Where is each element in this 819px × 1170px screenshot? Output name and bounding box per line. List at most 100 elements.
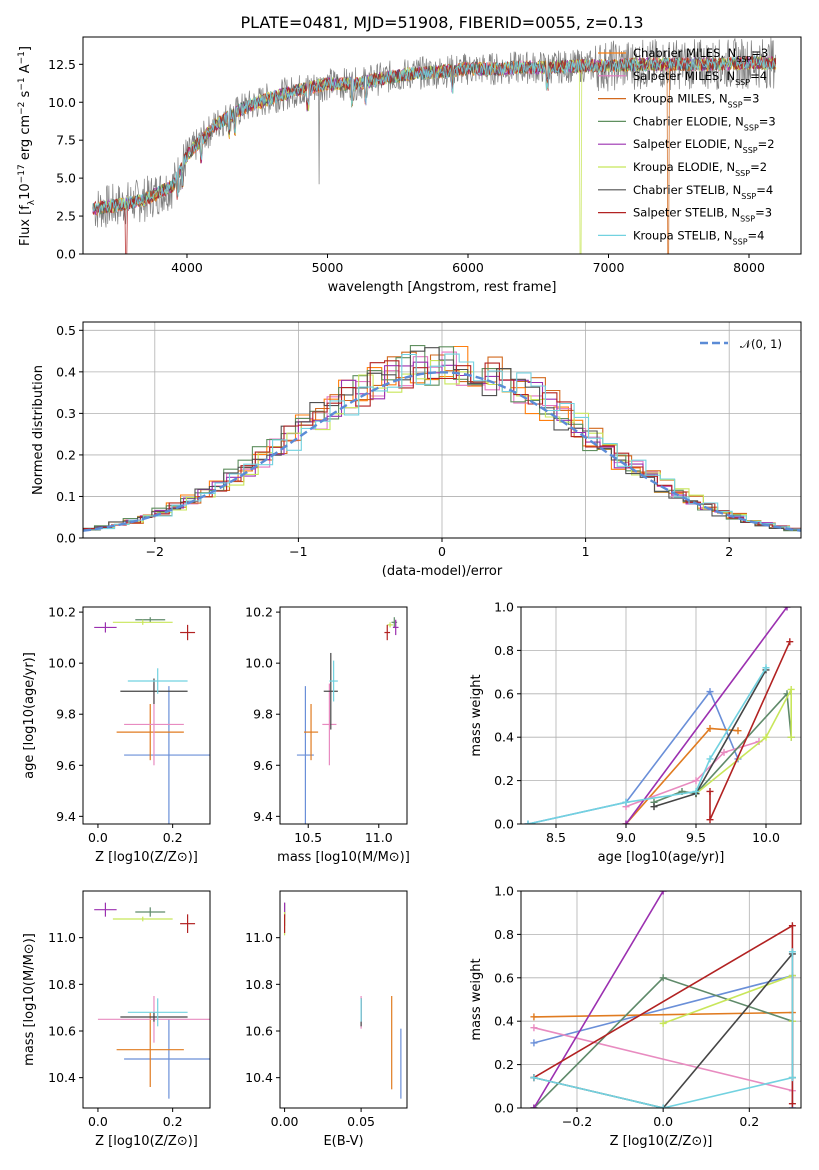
chart-age-vs-Z: 0.0 0.2 9.4 9.6 9.8 10.0 10.2 Z [log10(Z/Z⊙)] ag… bbox=[22, 605, 211, 865]
legend-text: =4 bbox=[756, 183, 773, 197]
mass-weight-marker bbox=[706, 787, 714, 795]
y-tick-label: 0.2 bbox=[494, 1057, 514, 1072]
axes-frame bbox=[520, 606, 802, 825]
x-tick-label: 1 bbox=[582, 544, 590, 559]
x-tick-label: 8000 bbox=[733, 260, 765, 275]
mass-weight-marker bbox=[788, 1074, 796, 1082]
y-tick-label: 0.8 bbox=[494, 643, 514, 658]
label-part: s bbox=[18, 90, 33, 101]
mass-weight-line bbox=[662, 974, 794, 1025]
x-axis-label: Z [log10(Z/Z⊙)] bbox=[610, 1134, 713, 1149]
legend-text: =2 bbox=[758, 137, 775, 151]
chart-age-vs-mass: 10.5 11.0 9.4 9.6 9.8 10.0 10.2 mass [log10(M/M… bbox=[245, 605, 410, 865]
y-axis-label: Normed distribution bbox=[31, 365, 46, 495]
mass-weight-marker bbox=[530, 1013, 538, 1021]
mass-weight-marker bbox=[530, 1104, 538, 1108]
label-part: −2 bbox=[17, 102, 27, 115]
legend-entry: Chabrier STELIB, NSSP=4 bbox=[633, 183, 773, 201]
y-tick-label: 0.2 bbox=[494, 773, 514, 788]
x-axis-label: age [log10(age/yr)] bbox=[598, 850, 725, 865]
y-tick-label: 0.0 bbox=[494, 817, 514, 832]
mass-weight-marker bbox=[659, 974, 667, 982]
mass-weight-marker bbox=[706, 725, 714, 733]
mass-weight-marker bbox=[530, 1024, 538, 1032]
label-part: erg cm bbox=[18, 115, 33, 164]
mass-weight-line bbox=[533, 1011, 793, 1018]
mass-weight-line bbox=[625, 727, 739, 824]
y-tick-label: 10.6 bbox=[245, 1024, 273, 1039]
legend-sub: SSP bbox=[728, 100, 743, 109]
legend-entry: Salpeter MILES, NSSP=4 bbox=[633, 69, 767, 87]
mass-weight-marker bbox=[622, 798, 630, 806]
mass-weight-marker bbox=[659, 891, 667, 895]
x-axis-label: wavelength [Angstrom, rest frame] bbox=[328, 280, 557, 295]
y-tick-label: 12.5 bbox=[48, 57, 76, 72]
x-tick-label: 0.00 bbox=[271, 1114, 299, 1129]
y-tick-label: 0.0 bbox=[56, 247, 76, 262]
axes-frame bbox=[520, 890, 802, 1109]
label-part: −1 bbox=[17, 77, 27, 90]
x-axis-label: E(B-V) bbox=[323, 1134, 363, 1149]
axes-frame bbox=[82, 606, 211, 825]
legend-entry: Kroupa STELIB, NSSP=4 bbox=[633, 228, 764, 246]
mass-weight-marker bbox=[720, 748, 728, 756]
y-axis-label: mass weight bbox=[469, 958, 484, 1040]
mass-weight-marker bbox=[706, 688, 714, 696]
legend-text: Salpeter ELODIE, N bbox=[633, 137, 743, 151]
label-part: A bbox=[18, 64, 33, 77]
y-tick-label: 10.2 bbox=[245, 605, 273, 620]
plot-area bbox=[83, 345, 801, 532]
chart-residuals: −2 −1 0 1 2 0.0 0.1 0.2 0.3 0.4 0.5 (data-model)/er… bbox=[31, 321, 802, 579]
legend-entry: Kroupa ELODIE, NSSP=2 bbox=[633, 160, 767, 178]
label-part: −17 bbox=[17, 164, 27, 183]
y-tick-label: 11.0 bbox=[48, 930, 76, 945]
legend-text: Kroupa ELODIE, N bbox=[633, 160, 735, 174]
y-tick-label: 9.6 bbox=[56, 758, 76, 773]
axes-frame bbox=[279, 890, 408, 1109]
axes-frame bbox=[279, 606, 408, 825]
legend-text: =3 bbox=[743, 92, 760, 106]
y-tick-label: 2.5 bbox=[56, 209, 76, 224]
y-tick-label: 9.4 bbox=[253, 809, 273, 824]
y-tick-label: 7.5 bbox=[56, 133, 76, 148]
x-tick-label: 4000 bbox=[171, 260, 203, 275]
chart-spectrum: 4000 5000 6000 7000 8000 0.0 2.5 5.0 7.5 10.0 12.5… bbox=[17, 36, 802, 295]
mass-weight-line bbox=[625, 607, 788, 824]
plot-area bbox=[94, 902, 210, 1099]
legend-text: =3 bbox=[751, 46, 768, 60]
mass-weight-marker bbox=[762, 664, 770, 672]
legend-text: Chabrier MILES, N bbox=[633, 46, 736, 60]
y-axis-label: mass weight bbox=[469, 674, 484, 756]
x-tick-label: 9.0 bbox=[616, 830, 636, 845]
legend-text: =3 bbox=[755, 206, 772, 220]
y-tick-label: 1.0 bbox=[494, 884, 514, 899]
y-tick-label: 10.4 bbox=[48, 1070, 76, 1085]
y-tick-label: 10.0 bbox=[48, 95, 76, 110]
label-part: −1 bbox=[17, 51, 27, 64]
x-tick-label: 0 bbox=[438, 544, 446, 559]
y-tick-label: 9.6 bbox=[253, 758, 273, 773]
mass-weight-marker bbox=[706, 816, 714, 824]
y-tick-label: 0.4 bbox=[494, 730, 514, 745]
axes-frame bbox=[82, 321, 802, 539]
y-tick-label: 0.6 bbox=[494, 686, 514, 701]
x-tick-label: 0.0 bbox=[653, 1114, 673, 1129]
chart-mass-vs-ebv: 0.00 0.05 10.4 10.6 10.8 11.0 E(B-V) bbox=[245, 890, 408, 1149]
y-axis-label: mass [log10(M/M⊙)] bbox=[22, 933, 37, 1066]
mass-weight-marker bbox=[530, 1074, 538, 1082]
legend-sub: SSP bbox=[744, 123, 759, 132]
y-tick-label: 10.0 bbox=[48, 656, 76, 671]
label-part: Flux [f bbox=[18, 205, 33, 246]
legend-sub: SSP bbox=[736, 55, 751, 64]
y-tick-label: 9.8 bbox=[253, 707, 273, 722]
y-tick-label: 0.8 bbox=[494, 927, 514, 942]
axes-frame bbox=[82, 36, 802, 255]
x-axis-label: mass [log10(M/M⊙)] bbox=[277, 850, 410, 865]
y-tick-label: 10.8 bbox=[245, 977, 273, 992]
legend-sub: SSP bbox=[740, 214, 755, 223]
mass-weight-line bbox=[625, 740, 760, 808]
plot-area bbox=[283, 902, 402, 1099]
figure-title: PLATE=0481, MJD=51908, FIBERID=0055, z=0… bbox=[240, 13, 643, 32]
legend-entry: Chabrier ELODIE, NSSP=3 bbox=[633, 114, 776, 131]
plot-area bbox=[530, 891, 796, 1108]
